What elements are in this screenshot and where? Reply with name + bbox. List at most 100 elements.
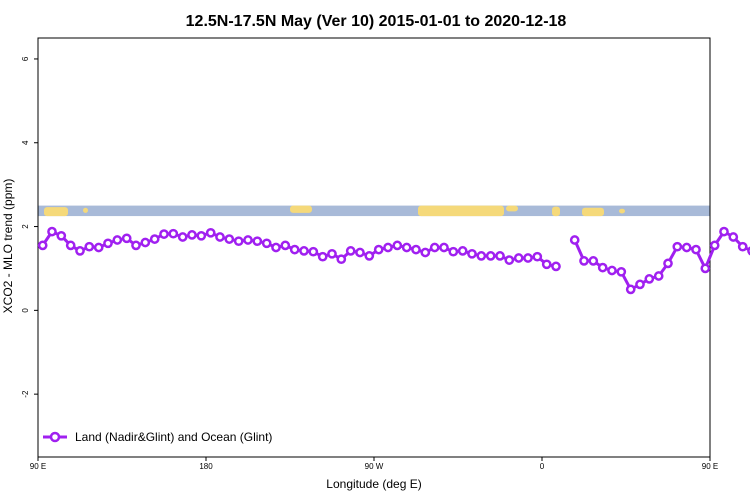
x-tick-label: 0 xyxy=(540,462,545,471)
y-axis: -2 0 2 4 6 xyxy=(21,56,38,398)
data-point xyxy=(56,230,67,241)
data-point xyxy=(700,263,711,274)
data-point xyxy=(495,251,505,261)
data-point xyxy=(131,240,141,251)
data-point xyxy=(271,242,281,253)
y-axis-label: XCO2 - MLO trend (ppm) xyxy=(1,179,15,314)
data-point xyxy=(672,241,683,252)
data-point xyxy=(121,233,132,244)
data-point xyxy=(429,242,440,253)
map-land xyxy=(418,205,504,217)
data-point xyxy=(569,235,580,245)
data-point xyxy=(392,240,403,251)
data-point xyxy=(196,230,207,241)
data-point xyxy=(373,244,384,255)
x-tick-label: 90 W xyxy=(365,462,384,471)
map-strip xyxy=(38,205,710,217)
legend: Land (Nadir&Glint) and Ocean (Glint) xyxy=(43,430,272,444)
series-line xyxy=(573,230,750,291)
data-point xyxy=(159,229,169,239)
data-point xyxy=(65,240,76,251)
data-point xyxy=(588,256,599,266)
data-point xyxy=(719,226,729,237)
y-tick-label: 4 xyxy=(21,140,30,145)
data-point xyxy=(345,246,356,256)
x-axis-label: Longitude (deg E) xyxy=(326,477,421,491)
map-land xyxy=(582,207,604,217)
data-point xyxy=(523,253,533,263)
y-tick-label: 6 xyxy=(21,56,30,61)
data-point xyxy=(383,242,393,253)
data-point xyxy=(467,248,477,259)
data-point xyxy=(84,241,95,252)
data-point xyxy=(37,240,48,251)
x-tick-label: 180 xyxy=(199,462,213,471)
data-point xyxy=(112,235,123,245)
data-point xyxy=(364,251,375,261)
data-point xyxy=(233,236,244,247)
data-point xyxy=(289,244,300,255)
data-point xyxy=(336,254,347,265)
data-point xyxy=(168,228,179,239)
map-land xyxy=(506,205,518,212)
data-point xyxy=(187,230,197,240)
data-point xyxy=(215,232,225,242)
chart-title: 12.5N-17.5N May (Ver 10) 2015-01-01 to 2… xyxy=(186,13,567,30)
data-point xyxy=(485,251,496,261)
data-point xyxy=(644,274,655,284)
data-point xyxy=(616,266,627,277)
data-point xyxy=(411,244,421,255)
data-point xyxy=(541,259,552,270)
data-point xyxy=(75,246,85,256)
data-point xyxy=(532,251,543,262)
map-land xyxy=(290,205,312,213)
data-point xyxy=(280,240,291,251)
data-point xyxy=(607,265,617,276)
data-point xyxy=(448,246,459,257)
data-point xyxy=(513,253,524,263)
y-tick-label: 2 xyxy=(21,224,30,229)
data-point xyxy=(476,251,487,261)
map-ocean xyxy=(38,205,710,217)
data-point xyxy=(93,242,104,253)
data-point xyxy=(504,255,515,265)
legend-label: Land (Nadir&Glint) and Ocean (Glint) xyxy=(75,430,272,444)
data-point xyxy=(551,261,561,272)
data-point xyxy=(420,247,431,258)
data-point xyxy=(252,236,263,247)
data-point xyxy=(691,244,701,255)
data-point xyxy=(327,248,337,259)
legend-marker xyxy=(49,431,61,443)
data-point xyxy=(681,242,692,253)
map-land xyxy=(44,207,68,217)
x-tick-label: 90 E xyxy=(30,462,46,471)
data-point xyxy=(439,242,449,253)
data-point xyxy=(299,246,309,256)
data-point xyxy=(709,240,720,251)
data-point xyxy=(317,251,328,262)
data-point xyxy=(103,238,113,249)
data-point xyxy=(243,235,253,245)
y-tick-label: 0 xyxy=(21,308,30,313)
map-land xyxy=(83,207,88,213)
x-tick-label: 90 E xyxy=(702,462,718,471)
map-land xyxy=(552,206,560,217)
data-point xyxy=(663,258,673,269)
series-layer xyxy=(37,226,750,295)
data-point xyxy=(579,256,589,266)
data-point xyxy=(635,279,645,290)
data-point xyxy=(47,226,57,237)
data-point xyxy=(177,232,188,242)
data-point xyxy=(597,262,608,273)
data-point xyxy=(224,234,235,244)
data-point xyxy=(625,284,636,295)
data-point xyxy=(261,238,272,249)
map-land xyxy=(619,208,625,214)
data-point xyxy=(140,237,151,248)
data-point xyxy=(401,242,412,253)
data-point xyxy=(205,227,216,238)
data-point xyxy=(355,247,365,258)
data-point xyxy=(728,232,739,242)
